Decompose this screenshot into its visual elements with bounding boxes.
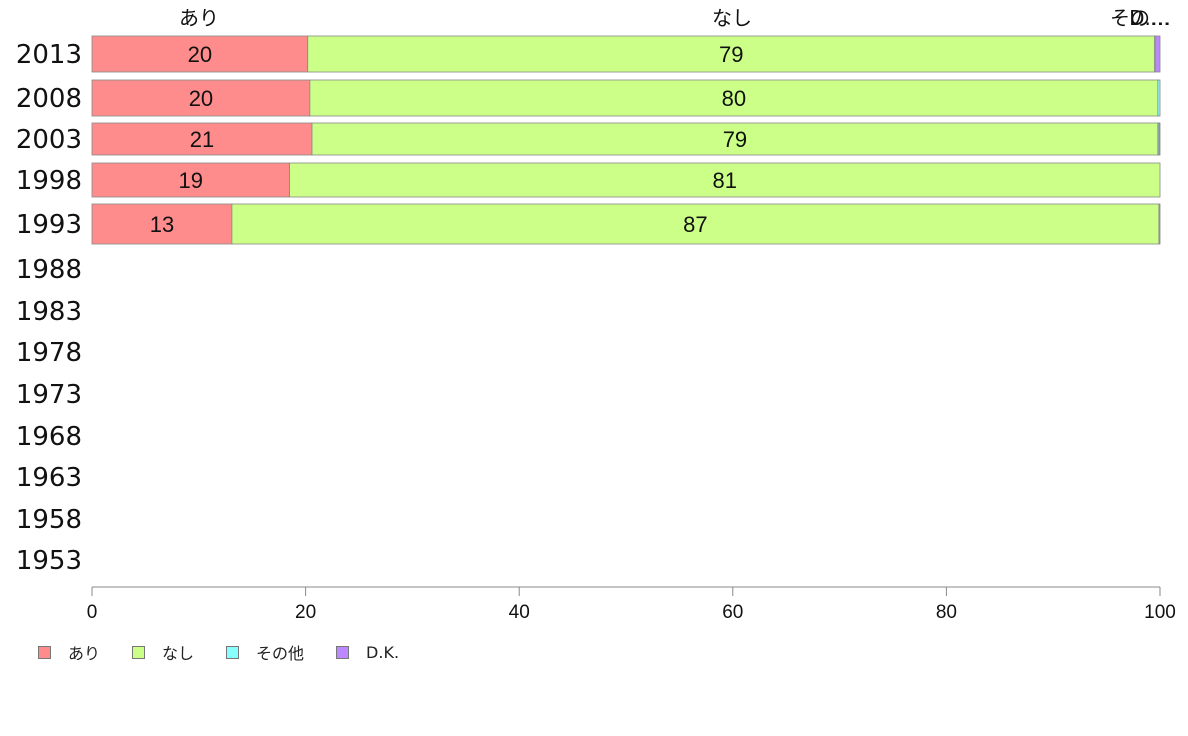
x-tick-label: 20 xyxy=(295,602,316,623)
top-series-label: なし xyxy=(712,6,752,30)
bar-segment xyxy=(1158,203,1161,245)
bar-segment xyxy=(311,122,1159,156)
data-label: 81 xyxy=(713,168,737,193)
legend-label: なし xyxy=(162,644,195,663)
category-label: 1963 xyxy=(16,463,82,493)
data-label: 20 xyxy=(188,42,212,67)
category-label: 2003 xyxy=(16,125,82,155)
top-series-label: あり xyxy=(179,6,219,30)
bar-segment xyxy=(91,203,233,245)
legend-label: あり xyxy=(68,644,101,663)
category-label: 1958 xyxy=(16,505,82,535)
category-label: 1993 xyxy=(16,210,82,240)
category-label: 1978 xyxy=(16,338,82,368)
category-label: 1953 xyxy=(16,546,82,576)
x-tick-label: 40 xyxy=(509,602,530,623)
legend-item: なし xyxy=(132,640,194,664)
data-label: 80 xyxy=(722,86,746,111)
bar-segment xyxy=(231,203,1160,245)
legend-item: その他 xyxy=(226,640,304,664)
data-label: 13 xyxy=(150,212,174,237)
category-label: 1983 xyxy=(16,297,82,327)
data-label: 20 xyxy=(189,86,213,111)
top-series-label: その… xyxy=(1110,6,1170,30)
x-tick-label: 0 xyxy=(87,602,98,623)
bar-segment xyxy=(1155,35,1161,73)
legend-item: D.K. xyxy=(336,640,399,664)
category-label: 2008 xyxy=(16,84,82,114)
bar-segment xyxy=(91,35,309,73)
legend-swatch xyxy=(132,645,146,659)
data-label: 87 xyxy=(683,212,707,237)
data-label: 79 xyxy=(719,42,743,67)
x-tick-label: 60 xyxy=(722,602,743,623)
stacked-bar-chart: 2013200820031998199319881983197819731968… xyxy=(16,6,1176,623)
legend: あり なし その他 D.K. xyxy=(38,640,431,664)
legend-swatch xyxy=(38,645,51,659)
category-label: 2013 xyxy=(16,40,82,70)
data-label: 21 xyxy=(190,127,214,152)
bar-segment xyxy=(1158,122,1161,156)
category-label: 1968 xyxy=(16,422,82,452)
x-tick-label: 80 xyxy=(936,602,957,623)
legend-label: D.K. xyxy=(366,642,400,662)
legend-label: その他 xyxy=(256,644,305,663)
x-tick-label: 100 xyxy=(1144,602,1176,623)
top-series-label: D.… xyxy=(1129,6,1171,30)
bar-segment xyxy=(91,162,290,198)
legend-item: あり xyxy=(38,640,100,664)
bar-segment xyxy=(91,122,313,156)
bar-segment xyxy=(289,162,1161,198)
data-label: 19 xyxy=(179,168,203,193)
legend-swatch xyxy=(226,645,240,659)
data-label: 79 xyxy=(723,127,747,152)
bar-segment xyxy=(1157,79,1161,117)
category-label: 1973 xyxy=(16,380,82,410)
legend-swatch xyxy=(336,645,350,659)
category-label: 1998 xyxy=(16,166,82,196)
category-label: 1988 xyxy=(16,255,82,285)
bar-segment xyxy=(307,35,1156,73)
